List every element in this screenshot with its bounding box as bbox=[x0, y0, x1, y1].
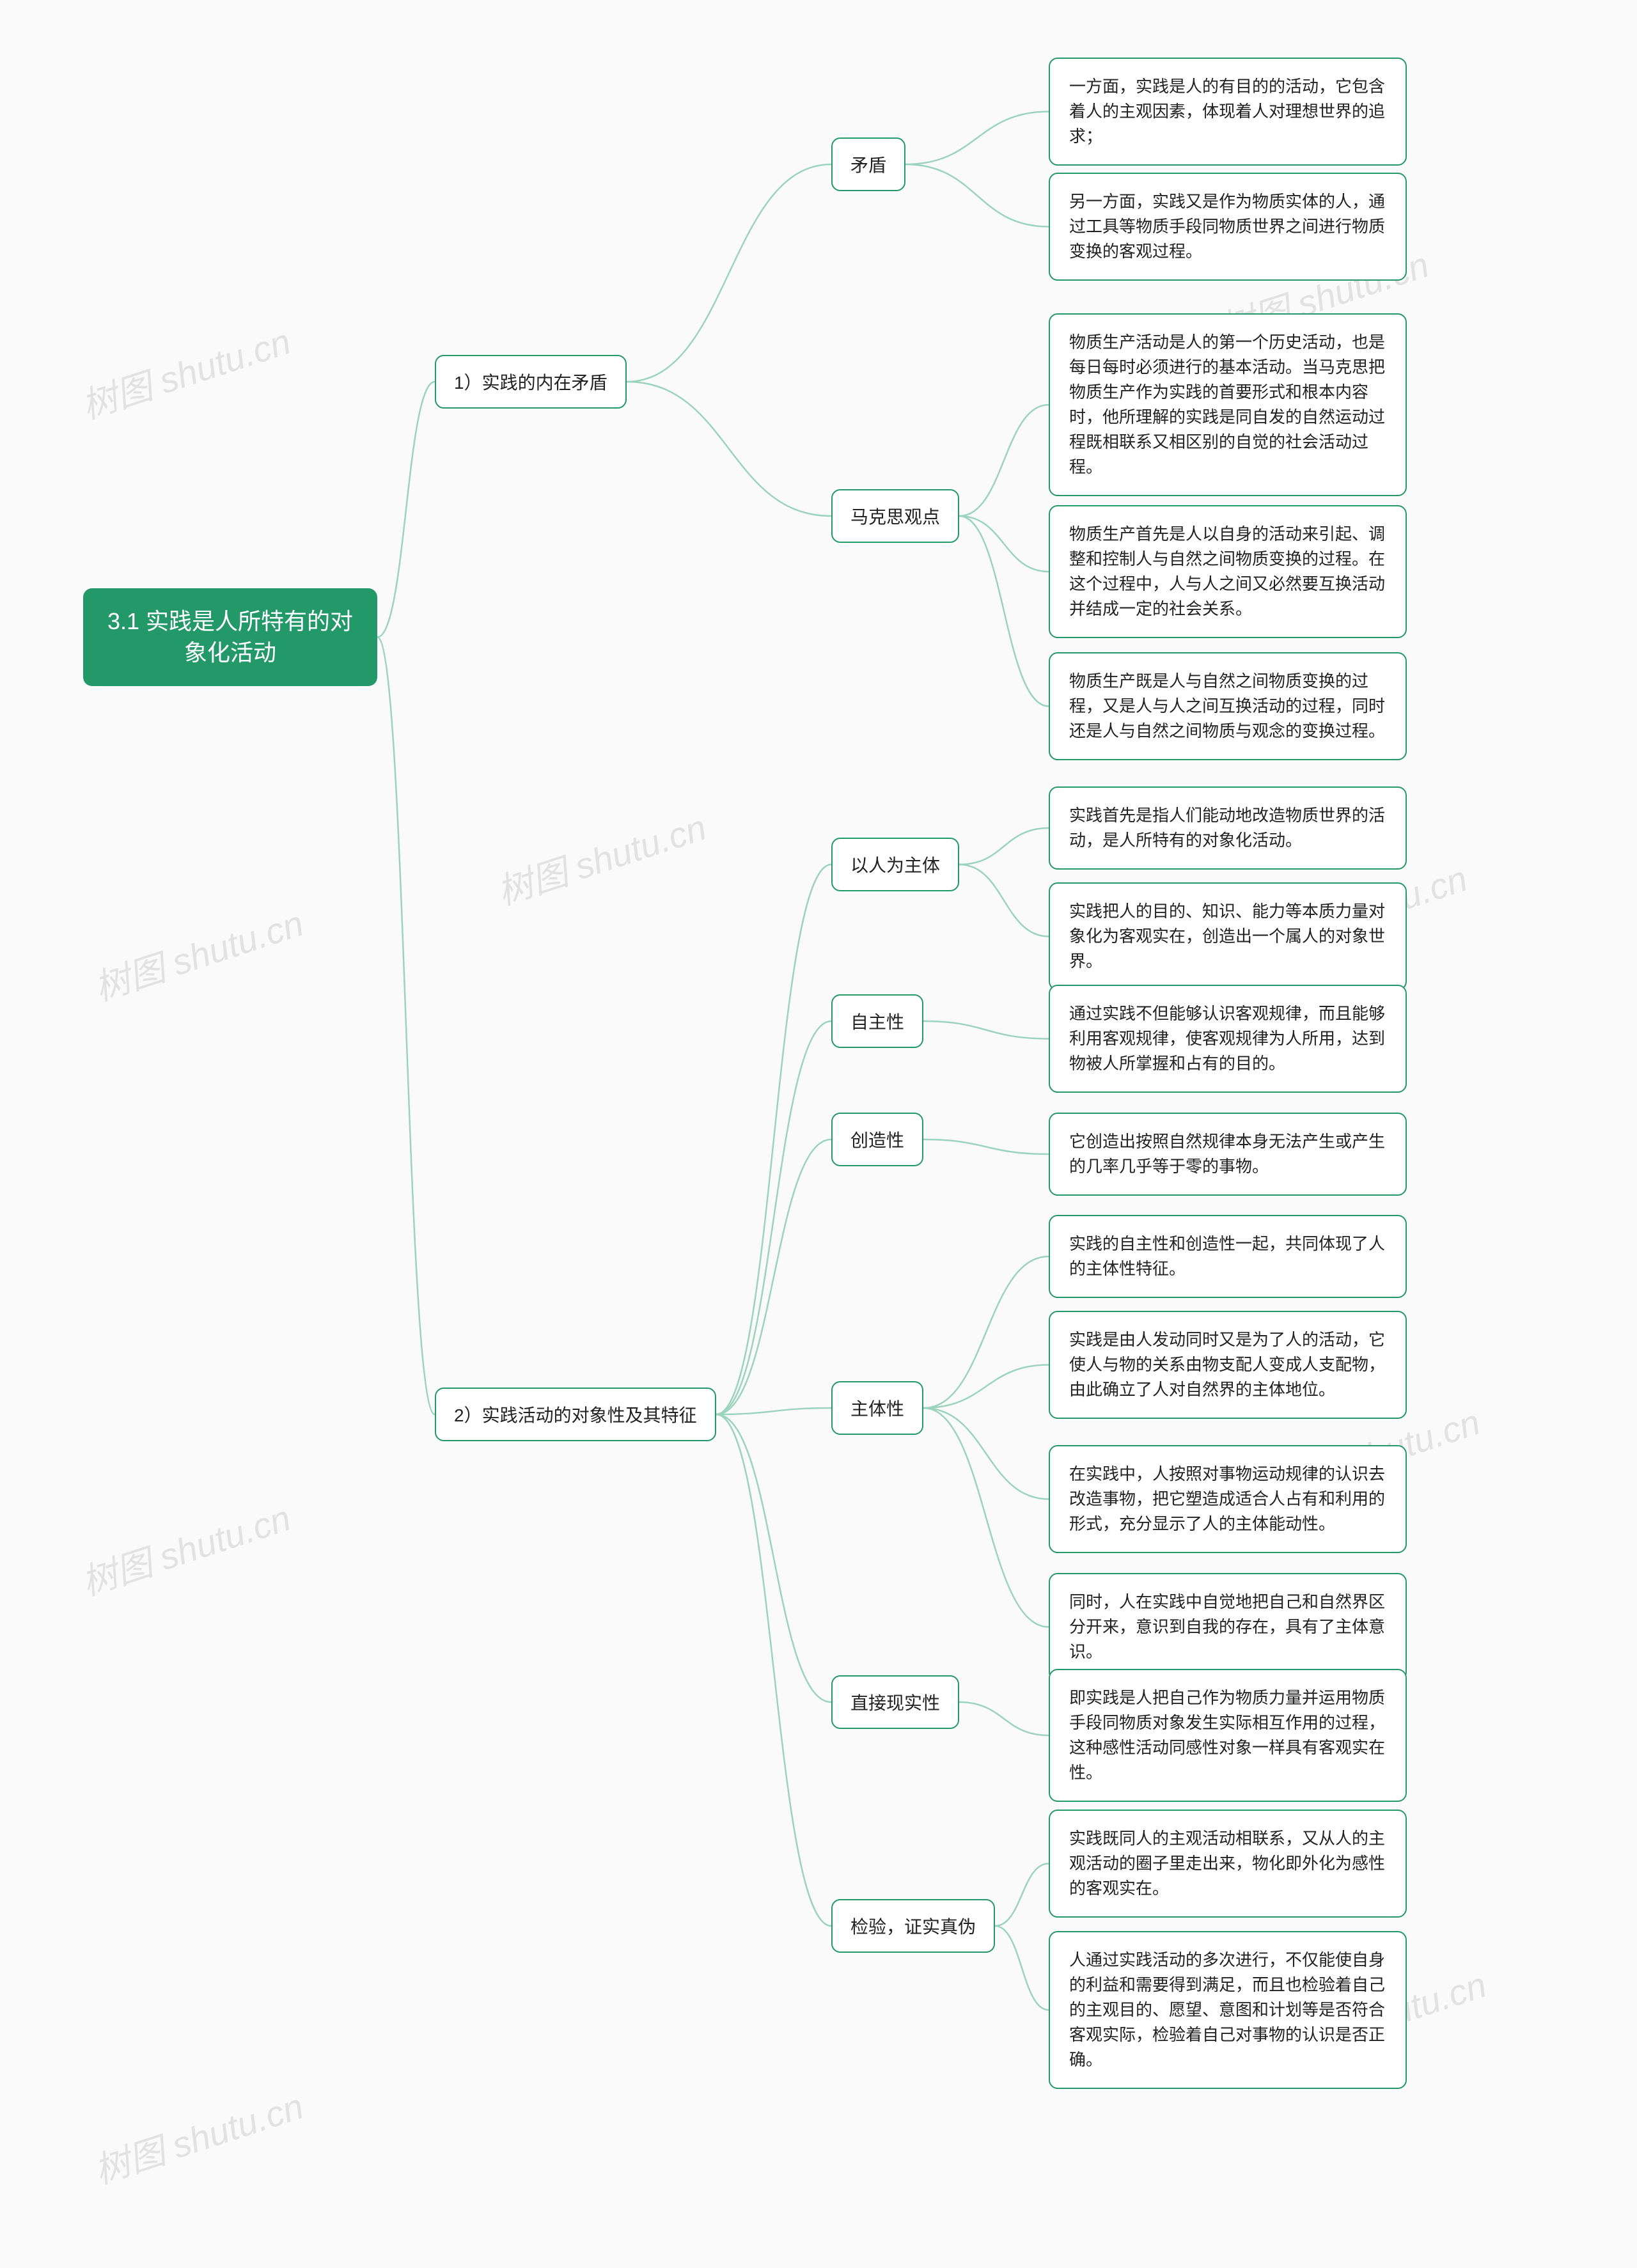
leaf-node[interactable]: 即实践是人把自己作为物质力量并运用物质手段同物质对象发生实际相互作用的过程，这种… bbox=[1049, 1669, 1407, 1802]
leaf-node[interactable]: 实践的自主性和创造性一起，共同体现了人的主体性特征。 bbox=[1049, 1215, 1407, 1298]
sub-node[interactable]: 主体性 bbox=[831, 1381, 923, 1435]
branch-node[interactable]: 1）实践的内在矛盾 bbox=[435, 355, 627, 409]
sub-node[interactable]: 创造性 bbox=[831, 1113, 923, 1166]
leaf-node[interactable]: 实践首先是指人们能动地改造物质世界的活动，是人所特有的对象化活动。 bbox=[1049, 786, 1407, 870]
sub-node[interactable]: 直接现实性 bbox=[831, 1675, 959, 1729]
branch-node[interactable]: 2）实践活动的对象性及其特征 bbox=[435, 1388, 716, 1441]
sub-node[interactable]: 自主性 bbox=[831, 994, 923, 1048]
mindmap-canvas: 树图 shutu.cn树图 shutu.cn树图 shutu.cn树图 shut… bbox=[0, 0, 1637, 2268]
leaf-node[interactable]: 人通过实践活动的多次进行，不仅能使自身的利益和需要得到满足，而且也检验着自己的主… bbox=[1049, 1931, 1407, 2089]
leaf-node[interactable]: 另一方面，实践又是作为物质实体的人，通过工具等物质手段同物质世界之间进行物质变换… bbox=[1049, 173, 1407, 281]
leaf-node[interactable]: 一方面，实践是人的有目的的活动，它包含着人的主观因素，体现着人对理想世界的追求； bbox=[1049, 58, 1407, 166]
leaf-node[interactable]: 物质生产首先是人以自身的活动来引起、调整和控制人与自然之间物质变换的过程。在这个… bbox=[1049, 505, 1407, 638]
sub-node[interactable]: 以人为主体 bbox=[831, 838, 959, 891]
sub-node[interactable]: 检验，证实真伪 bbox=[831, 1899, 995, 1953]
leaf-node[interactable]: 实践把人的目的、知识、能力等本质力量对象化为客观实在，创造出一个属人的对象世界。 bbox=[1049, 882, 1407, 990]
root-node[interactable]: 3.1 实践是人所特有的对象化活动 bbox=[83, 588, 377, 686]
leaf-node[interactable]: 物质生产既是人与自然之间物质变换的过程，又是人与人之间互换活动的过程，同时还是人… bbox=[1049, 652, 1407, 760]
leaf-node[interactable]: 物质生产活动是人的第一个历史活动，也是每日每时必须进行的基本活动。当马克思把物质… bbox=[1049, 313, 1407, 496]
leaf-node[interactable]: 实践是由人发动同时又是为了人的活动，它使人与物的关系由物支配人变成人支配物，由此… bbox=[1049, 1311, 1407, 1419]
leaf-node[interactable]: 实践既同人的主观活动相联系，又从人的主观活动的圈子里走出来，物化即外化为感性的客… bbox=[1049, 1810, 1407, 1918]
leaf-node[interactable]: 在实践中，人按照对事物运动规律的认识去改造事物，把它塑造成适合人占有和利用的形式… bbox=[1049, 1445, 1407, 1553]
sub-node[interactable]: 马克思观点 bbox=[831, 489, 959, 543]
sub-node[interactable]: 矛盾 bbox=[831, 137, 905, 191]
leaf-node[interactable]: 同时，人在实践中自觉地把自己和自然界区分开来，意识到自我的存在，具有了主体意识。 bbox=[1049, 1573, 1407, 1681]
leaf-node[interactable]: 通过实践不但能够认识客观规律，而且能够利用客观规律，使客观规律为人所用，达到物被… bbox=[1049, 985, 1407, 1093]
leaf-node[interactable]: 它创造出按照自然规律本身无法产生或产生的几率几乎等于零的事物。 bbox=[1049, 1113, 1407, 1196]
